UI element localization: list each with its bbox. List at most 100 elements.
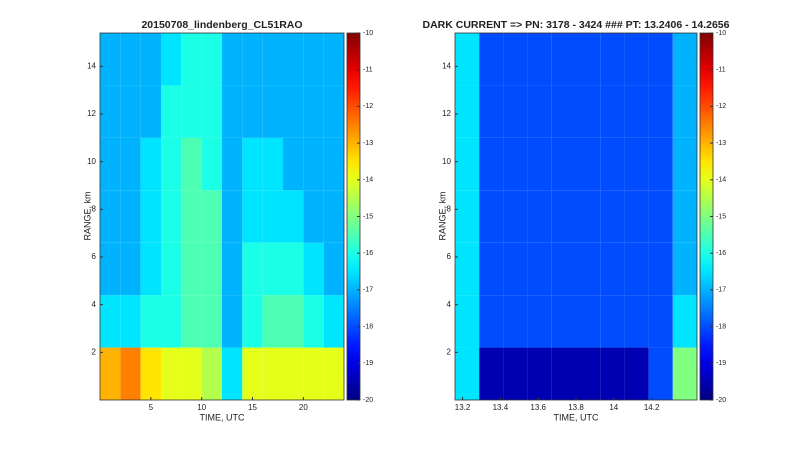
- heatmap-cell: [161, 137, 182, 191]
- x-axis-label: TIME, UTC: [554, 412, 599, 422]
- x-tick-label: 20: [299, 403, 308, 412]
- heatmap-cell: [262, 242, 283, 296]
- heatmap-cell: [283, 190, 304, 243]
- heatmap-cell: [242, 33, 263, 86]
- heatmap-cell: [503, 137, 528, 191]
- heatmap-cell: [600, 190, 625, 243]
- heatmap-cell: [181, 347, 202, 400]
- x-axis-label: TIME, UTC: [200, 412, 245, 422]
- y-tick-label: 4: [447, 300, 452, 309]
- heatmap-cell: [161, 347, 182, 400]
- colorbar-tick-label: -12: [363, 103, 373, 110]
- heatmap-cell: [100, 33, 121, 86]
- colorbar-tick-label: -19: [716, 360, 726, 367]
- heatmap-cell: [624, 347, 649, 400]
- heatmap-cell: [624, 137, 649, 191]
- colorbar-tick-label: -19: [363, 360, 373, 367]
- heatmap-cell: [323, 347, 344, 400]
- y-axis-label: RANGE, km: [437, 191, 447, 240]
- heatmap-cell: [323, 295, 344, 348]
- heatmap-cell: [503, 190, 528, 243]
- heatmap-cell: [262, 85, 283, 138]
- y-tick-label: 10: [87, 157, 96, 166]
- heatmap-cell: [648, 347, 673, 400]
- heatmap-cell: [201, 295, 222, 348]
- colorbar-tick-label: -16: [363, 250, 373, 257]
- heatmap-cell: [140, 33, 161, 86]
- colorbar-tick-label: -20: [363, 397, 373, 404]
- heatmap-cell: [479, 33, 504, 86]
- heatmap-cell: [262, 33, 283, 86]
- heatmap-cell: [527, 85, 552, 138]
- heatmap-cell: [303, 347, 324, 400]
- heatmap-cell: [503, 347, 528, 400]
- plot-frame: [99, 32, 345, 401]
- heatmap-cell: [576, 33, 601, 86]
- x-tick-label: 13.4: [493, 403, 509, 412]
- heatmap-cell: [242, 347, 263, 400]
- heatmap-cell: [503, 242, 528, 296]
- colorbar-tick-label: -15: [716, 213, 726, 220]
- heatmap-cell: [527, 137, 552, 191]
- heatmap-cell: [672, 33, 697, 86]
- y-tick-label: 12: [87, 109, 96, 118]
- heatmap-cell: [181, 242, 202, 296]
- heatmap-cell: [672, 295, 697, 348]
- heatmap-cell: [527, 295, 552, 348]
- colorbar-tick-label: -17: [363, 287, 373, 294]
- heatmap-cell: [624, 295, 649, 348]
- colorbar-tick-label: -17: [716, 287, 726, 294]
- colorbar-tick-label: -18: [716, 323, 726, 330]
- heatmap-cell: [161, 33, 182, 86]
- heatmap-cell: [222, 347, 243, 400]
- y-tick-label: 4: [92, 300, 97, 309]
- heatmap-cell: [576, 347, 601, 400]
- heatmap-cell: [551, 242, 576, 296]
- colorbar-tick-label: -13: [716, 140, 726, 147]
- x-tick-label: 15: [248, 403, 257, 412]
- heatmap-cell: [120, 347, 141, 400]
- x-tick-label: 10: [197, 403, 206, 412]
- heatmap-cell: [201, 347, 222, 400]
- heatmap-cell: [100, 190, 121, 243]
- heatmap-cell: [455, 347, 480, 400]
- heatmap-cell: [672, 242, 697, 296]
- heatmap-cell: [551, 85, 576, 138]
- heatmap-cell: [624, 85, 649, 138]
- x-tick-label: 13.6: [530, 403, 546, 412]
- heatmap-cell: [242, 85, 263, 138]
- heatmap-cell: [576, 190, 601, 243]
- heatmap-cell: [600, 242, 625, 296]
- heatmap-cell: [648, 33, 673, 86]
- colorbar-tick-label: -11: [363, 67, 373, 74]
- heatmap-cell: [181, 295, 202, 348]
- heatmap-cell: [672, 137, 697, 191]
- heatmap-cell: [323, 85, 344, 138]
- heatmap-cell: [262, 190, 283, 243]
- heatmap-cell: [120, 242, 141, 296]
- heatmap-cell: [100, 242, 121, 296]
- heatmap-cell: [576, 137, 601, 191]
- chart-title: 20150708_lindenberg_CL51RAO: [141, 19, 302, 31]
- heatmap-cell: [551, 347, 576, 400]
- colorbar-tick-label: -13: [363, 140, 373, 147]
- heatmap-cell: [303, 242, 324, 296]
- colorbar-tick-label: -15: [363, 213, 373, 220]
- heatmap-cell: [455, 33, 480, 86]
- heatmap-cell: [648, 295, 673, 348]
- heatmap-cell: [648, 85, 673, 138]
- y-tick-label: 8: [447, 204, 452, 213]
- heatmap-cell: [161, 242, 182, 296]
- heatmap-cell: [323, 242, 344, 296]
- heatmap-cell: [576, 295, 601, 348]
- heatmap-cell: [551, 33, 576, 86]
- colorbar-tick-label: -10: [363, 30, 373, 37]
- heatmap-cell: [323, 33, 344, 86]
- heatmap-cell: [648, 242, 673, 296]
- heatmap-cell: [479, 242, 504, 296]
- heatmap-cell: [140, 295, 161, 348]
- chart-title: DARK CURRENT => PN: 3178 - 3424 ### PT: …: [423, 19, 730, 31]
- heatmap-cell: [479, 137, 504, 191]
- y-tick-label: 8: [92, 204, 97, 213]
